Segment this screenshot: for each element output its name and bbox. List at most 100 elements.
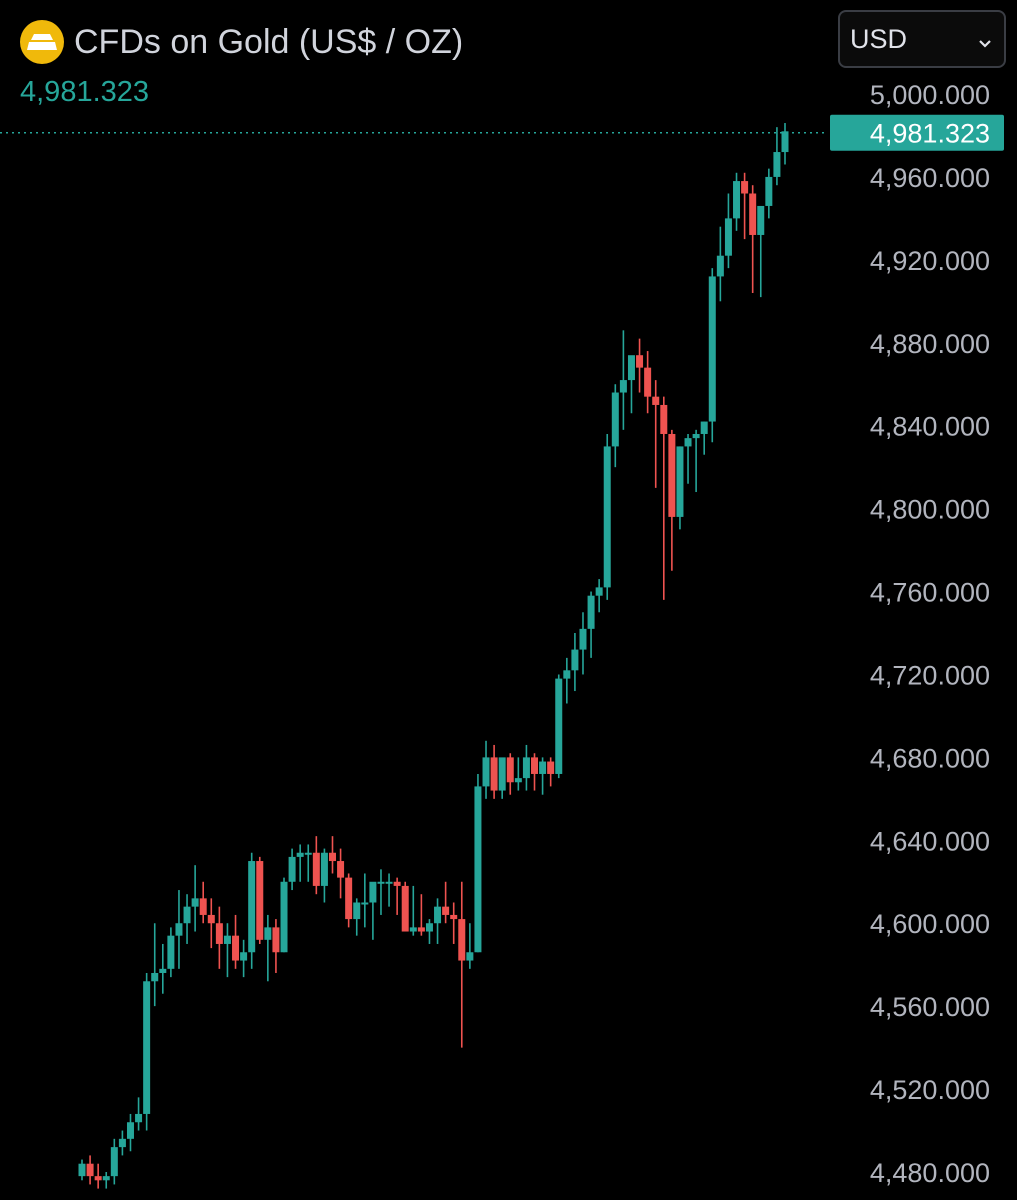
candle-body: [223, 935, 231, 944]
candle-body: [86, 1163, 94, 1177]
instrument-title[interactable]: CFDs on Gold (US$ / OZ): [74, 22, 464, 61]
candle-body: [466, 952, 474, 961]
candle-body: [773, 152, 781, 177]
y-tick-label: 4,600.000: [870, 909, 990, 939]
y-tick-label: 4,680.000: [870, 743, 990, 773]
y-tick-label: 4,760.000: [870, 578, 990, 608]
candle-body: [369, 881, 377, 903]
chart-header: CFDs on Gold (US$ / OZ): [20, 18, 463, 66]
y-tick-label: 4,880.000: [870, 329, 990, 359]
candle-body: [377, 881, 385, 884]
candle-body: [733, 181, 741, 219]
candle-body: [547, 761, 555, 774]
candle-body: [708, 276, 716, 422]
currency-value: USD: [850, 23, 908, 54]
candle-body: [409, 927, 417, 932]
last-price: 4,981.323: [20, 76, 150, 108]
candle-body: [248, 861, 256, 953]
candle-body: [361, 902, 369, 905]
candle-body: [110, 1147, 118, 1177]
candle-body: [644, 367, 652, 397]
candle-body: [312, 852, 320, 886]
candle-body: [474, 786, 482, 953]
candle-body: [78, 1163, 86, 1177]
candle-body: [167, 935, 175, 969]
candle-body: [385, 881, 393, 884]
candle-body: [199, 898, 207, 915]
candle-body: [555, 678, 563, 774]
candle-body: [765, 176, 773, 206]
current-price-label: 4,981.323: [870, 119, 990, 149]
candle-body: [393, 881, 401, 886]
candle-body: [401, 885, 409, 932]
candle-body: [668, 433, 676, 517]
current-price-tag: [830, 114, 1004, 151]
candle-body: [506, 757, 514, 783]
candle-body: [700, 421, 708, 434]
candle-body: [684, 438, 692, 447]
y-tick-label: 4,640.000: [870, 826, 990, 856]
candle-body: [425, 923, 433, 932]
candle-body: [716, 255, 724, 277]
y-tick-label: 4,840.000: [870, 412, 990, 442]
candle-body: [724, 218, 732, 256]
candle-body: [320, 852, 328, 886]
candle-body: [514, 778, 522, 783]
y-tick-label: 4,480.000: [870, 1158, 990, 1188]
candle-body: [191, 898, 199, 907]
candle-body: [660, 404, 668, 434]
candle-body: [296, 852, 304, 857]
candle-body: [304, 852, 312, 855]
candle-body: [207, 914, 215, 924]
y-tick-label: 4,920.000: [870, 246, 990, 276]
candle-body: [240, 952, 248, 961]
candle-body: [579, 628, 587, 650]
candle-body: [345, 877, 353, 920]
candle-body: [151, 972, 159, 982]
gold-bars-icon: [20, 20, 64, 64]
y-tick-label: 4,560.000: [870, 992, 990, 1022]
candle-body: [135, 1113, 143, 1123]
candle-body: [256, 861, 264, 940]
y-tick-label: 5,000.000: [870, 80, 990, 110]
candle-body: [619, 380, 627, 393]
candle-body: [215, 923, 223, 944]
candle-body: [232, 935, 240, 961]
candle-body: [741, 181, 749, 194]
candle-body: [563, 670, 571, 679]
candle-body: [288, 856, 296, 882]
candle-body: [175, 923, 183, 936]
candle-body: [126, 1122, 134, 1139]
y-tick-label: 4,800.000: [870, 495, 990, 525]
y-tick-label: 4,520.000: [870, 1075, 990, 1105]
candle-body: [692, 433, 700, 439]
candle-body: [587, 595, 595, 629]
candle-body: [434, 906, 442, 924]
candle-body: [595, 587, 603, 596]
candle-body: [102, 1176, 110, 1181]
y-tick-label: 4,720.000: [870, 660, 990, 690]
candle-body: [482, 757, 490, 787]
candle-body: [337, 861, 345, 878]
candle-body: [280, 881, 288, 953]
candle-body: [627, 355, 635, 381]
candle-body: [676, 446, 684, 517]
currency-selector[interactable]: USD: [838, 10, 1006, 68]
candle-body: [458, 919, 466, 961]
candle-body: [159, 968, 167, 973]
candle-body: [442, 906, 450, 915]
candle-body: [264, 927, 272, 940]
candle-body: [183, 906, 191, 924]
candle-body: [272, 927, 280, 953]
candle-body: [143, 981, 151, 1114]
candle-body: [531, 757, 539, 774]
candle-body: [781, 131, 789, 153]
candle-body: [611, 392, 619, 447]
candle-body: [522, 757, 530, 779]
candle-body: [636, 355, 644, 368]
candle-body: [118, 1138, 126, 1148]
candle-body: [353, 902, 361, 920]
candle-body: [571, 649, 579, 671]
candle-body: [490, 757, 498, 791]
